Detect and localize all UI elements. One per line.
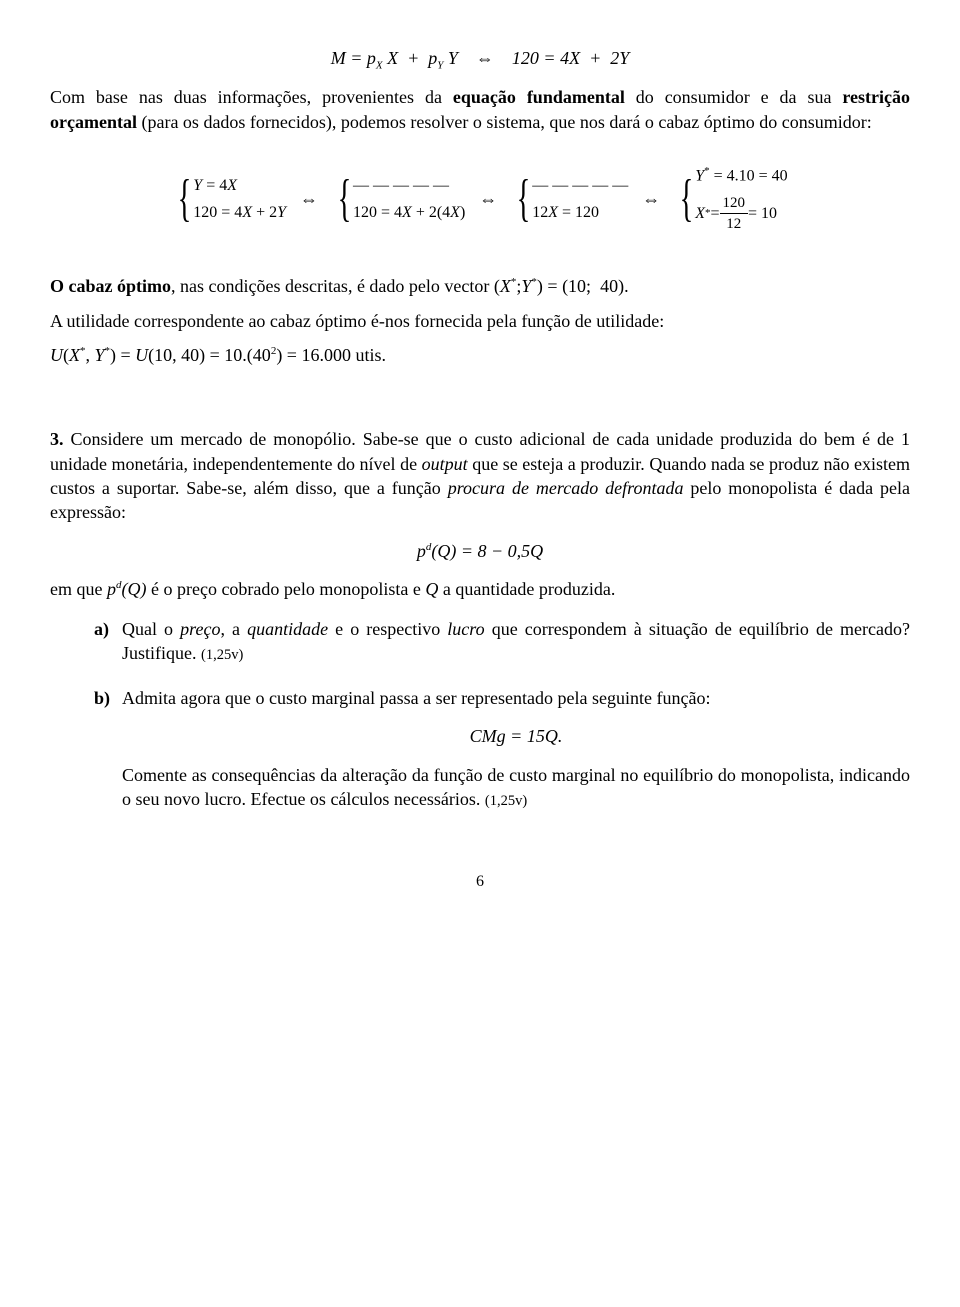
system-2: { — — — — — 120 = 4X + 2(4X) bbox=[332, 175, 465, 224]
text: é o preço cobrado pelo monopolista e bbox=[146, 579, 425, 599]
text: (para os dados fornecidos), podemos reso… bbox=[137, 112, 872, 132]
text: , nas condições descritas, é dado pelo v… bbox=[171, 276, 494, 296]
problem-label-b: b) bbox=[94, 686, 122, 811]
points: (1,25v) bbox=[201, 647, 243, 663]
text-italic: output bbox=[422, 454, 468, 474]
dashes: — — — — — bbox=[353, 175, 465, 197]
page-number: 6 bbox=[50, 871, 910, 893]
vector-expr: (X*;Y*) = (10; 40) bbox=[494, 276, 624, 296]
iff-symbol: ⇔ bbox=[479, 187, 497, 211]
text-bold: equação fundamental bbox=[453, 87, 625, 107]
equation-budget: M = pX X + pY Y ⇔ 120 = 4X + 2Y bbox=[50, 46, 910, 73]
text: Com base nas duas informações, provenien… bbox=[50, 87, 453, 107]
sub-problems: a) Qual o preço, a quantidade e o respec… bbox=[94, 617, 910, 811]
text: , a bbox=[220, 619, 247, 639]
system-1: { Y = 4X 120 = 4X + 2Y bbox=[172, 175, 286, 224]
derivation-system: { Y = 4X 120 = 4X + 2Y ⇔ { — — — — — 120… bbox=[50, 164, 910, 234]
iff-symbol: ⇔ bbox=[300, 187, 318, 211]
text-italic: quantidade bbox=[247, 619, 328, 639]
frac-num: 120 bbox=[720, 193, 749, 214]
problem-a: a) Qual o preço, a quantidade e o respec… bbox=[94, 617, 910, 666]
problem-number: 3. bbox=[50, 429, 64, 449]
paragraph-utility-intro: A utilidade correspondente ao cabaz ópti… bbox=[50, 309, 910, 333]
text: e o respectivo bbox=[328, 619, 447, 639]
text-italic: Q bbox=[425, 579, 438, 599]
paragraph-vector: O cabaz óptimo, nas condições descritas,… bbox=[50, 274, 910, 298]
text: Admita agora que o custo marginal passa … bbox=[122, 686, 910, 710]
text: em que bbox=[50, 579, 107, 599]
text: a quantidade produzida. bbox=[438, 579, 615, 599]
text: Qual o bbox=[122, 619, 180, 639]
system-3: { — — — — — 12X = 120 bbox=[511, 175, 628, 224]
problem-b: b) Admita agora que o custo marginal pas… bbox=[94, 686, 910, 811]
text-italic: preço bbox=[180, 619, 220, 639]
frac-den: 12 bbox=[720, 214, 749, 234]
system-4: { Y* = 4.10 = 40 X* = 12012 = 10 bbox=[674, 164, 787, 234]
dashes: — — — — — bbox=[532, 175, 628, 197]
text-bold: O cabaz óptimo bbox=[50, 276, 171, 296]
equation-cmg: CMg = 15Q. bbox=[122, 724, 910, 748]
equation-utility: U(X*, Y*) = U(10, 40) = 10.(402) = 16.00… bbox=[50, 343, 910, 367]
points: (1,25v) bbox=[485, 793, 527, 809]
text-italic: procura de mercado defrontada bbox=[448, 478, 684, 498]
problem-label-a: a) bbox=[94, 617, 122, 666]
paragraph-problem-3: 3. Considere um mercado de monopólio. Sa… bbox=[50, 427, 910, 524]
paragraph-demand-desc: em que pd(Q) é o preço cobrado pelo mono… bbox=[50, 577, 910, 601]
text: do consumidor e da sua bbox=[625, 87, 843, 107]
equation-demand: pd(Q) = 8 − 0,5Q bbox=[50, 539, 910, 563]
iff-symbol: ⇔ bbox=[642, 187, 660, 211]
text-italic: lucro bbox=[447, 619, 484, 639]
text-italic: pd(Q) bbox=[107, 579, 147, 599]
paragraph-intro: Com base nas duas informações, provenien… bbox=[50, 85, 910, 134]
